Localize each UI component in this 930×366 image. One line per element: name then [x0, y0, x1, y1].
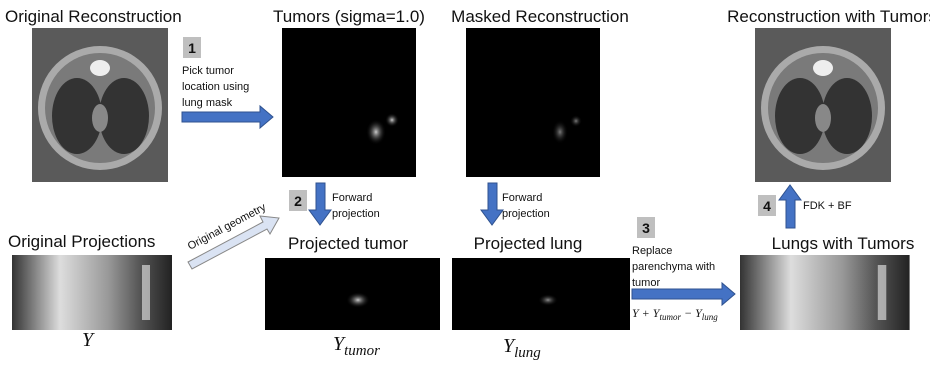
panel-title: Masked Reconstruction [451, 7, 629, 26]
tumor-blob [366, 119, 386, 145]
step-text: projection [332, 208, 380, 220]
arrow [187, 215, 280, 270]
tumor-blob [385, 113, 399, 127]
step-badge [637, 217, 655, 238]
arrow [181, 104, 274, 130]
step-badge [289, 190, 307, 211]
symbol-base: Y [333, 333, 346, 355]
ct-image [755, 28, 891, 182]
step-text: Forward [332, 192, 372, 204]
step-text: Forward [502, 192, 542, 204]
masked-image [466, 28, 600, 177]
symbol: Ytumor [333, 333, 380, 359]
step-text: parenchyma with [632, 261, 715, 273]
tumor-blob [570, 115, 582, 127]
step-badge [183, 37, 201, 58]
step-text: location using [182, 81, 249, 93]
step-badge [758, 195, 776, 216]
arrow [631, 281, 736, 307]
arrow [778, 184, 802, 229]
formula-sub: tumor [659, 312, 681, 322]
symbol: Y [82, 329, 95, 351]
tumor-blob [552, 120, 568, 144]
step-text: Pick tumor [182, 65, 234, 77]
step-text: tumor [632, 277, 660, 289]
formula-sub: lung [702, 312, 719, 322]
projection-image [452, 258, 630, 330]
projection-image [740, 255, 910, 330]
panel-title: Lungs with Tumors [772, 234, 915, 253]
step-text: projection [502, 208, 550, 220]
panel-title: Projected lung [474, 234, 583, 253]
panel-title: Original Projections [8, 232, 155, 251]
panel-title: Projected tumor [288, 234, 408, 253]
arrow [480, 182, 504, 226]
tumor-image [282, 28, 416, 177]
step-number: 1 [188, 40, 196, 56]
step-text: FDK + BF [803, 200, 852, 212]
step-number: 2 [294, 193, 302, 209]
step-number: 3 [642, 220, 650, 236]
projection-image [12, 255, 172, 330]
tumor-blob [346, 292, 370, 308]
arrow [308, 182, 332, 226]
ct-image [32, 28, 168, 182]
panel-title: Reconstruction with Tumors [727, 7, 930, 26]
symbol-sub: tumor [344, 343, 380, 359]
step-text: lung mask [182, 97, 233, 109]
tumor-blob [538, 294, 558, 306]
step-number: 4 [763, 198, 771, 214]
panel-title: Tumors (sigma=1.0) [273, 7, 425, 26]
step-text: Replace [632, 245, 672, 257]
symbol: Ylung [503, 335, 541, 361]
panel-title: Original Reconstruction [5, 7, 182, 26]
formula-base: Y + Y [632, 306, 661, 320]
symbol-sub: lung [514, 345, 541, 361]
formula-base: − Y [681, 306, 703, 320]
formula: Y + Ytumor − Ylung [632, 306, 718, 322]
symbol-base: Y [503, 335, 516, 357]
